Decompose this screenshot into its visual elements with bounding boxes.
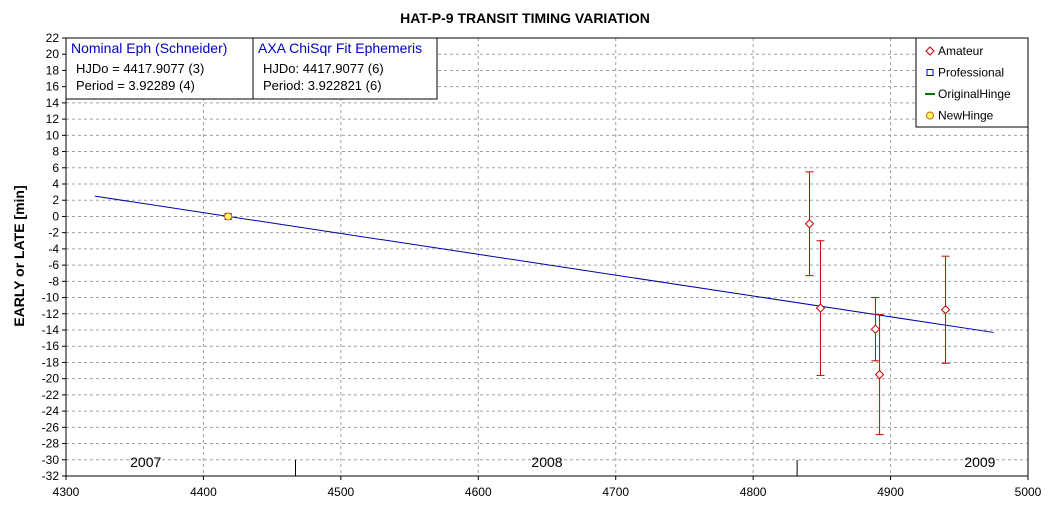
y-tick-label: -18	[42, 355, 60, 369]
y-tick-label: -8	[48, 274, 59, 288]
axes: 2220181614121086420-2-4-6-8-10-12-14-16-…	[42, 31, 1042, 499]
legend-label: NewHinge	[938, 109, 994, 123]
y-tick-label: -32	[42, 469, 60, 483]
x-tick-label: 5000	[1015, 485, 1042, 499]
amateur-point	[870, 324, 881, 334]
year-label: 2008	[531, 454, 562, 470]
legend: Amateur Professional OriginalHinge NewHinge	[915, 37, 1029, 128]
y-tick-label: -30	[42, 453, 60, 467]
y-tick-label: 2	[52, 193, 59, 207]
y-tick-label: -12	[42, 307, 60, 321]
x-tick-label: 4800	[740, 485, 767, 499]
x-tick-label: 4500	[328, 485, 355, 499]
x-tick-label: 4300	[53, 485, 80, 499]
y-tick-label: 18	[46, 63, 60, 77]
plot-border	[65, 37, 1029, 477]
y-tick-label: 0	[52, 209, 59, 223]
y-tick-label: 4	[52, 177, 59, 191]
legend-amateur-marker	[925, 46, 935, 56]
year-label: 2009	[964, 454, 995, 470]
legend-newhinge-marker	[926, 111, 934, 120]
year-label: 2007	[130, 454, 161, 470]
y-tick-label: -2	[48, 226, 59, 240]
y-tick-label: -14	[42, 323, 60, 337]
y-tick-label: -4	[48, 242, 59, 256]
info-box	[252, 37, 438, 100]
amateur-point	[804, 219, 815, 229]
newhinge-point	[224, 212, 233, 221]
info-box-title: Nominal Eph (Schneider)	[71, 40, 227, 56]
y-tick-label: 6	[52, 161, 59, 175]
y-tick-label: -28	[42, 437, 60, 451]
y-tick-label: -26	[42, 420, 60, 434]
info-box-line: HJDo: 4417.9077 (6)	[263, 61, 384, 76]
info-box-title: AXA ChiSqr Fit Ephemeris	[258, 40, 422, 56]
x-tick-label: 4400	[190, 485, 217, 499]
y-tick-label: -10	[42, 291, 60, 305]
y-tick-label: 22	[46, 31, 60, 45]
x-tick-label: 4900	[877, 485, 904, 499]
fit-line	[94, 195, 994, 333]
x-tick-label: 4600	[465, 485, 492, 499]
info-box-line: HJDo = 4417.9077 (3)	[76, 61, 204, 76]
y-tick-label: 8	[52, 145, 59, 159]
y-tick-label: -16	[42, 339, 60, 353]
info-box	[65, 37, 254, 100]
y-tick-label: 14	[46, 96, 60, 110]
legend-label: Professional	[938, 66, 1004, 80]
y-tick-label: -20	[42, 372, 60, 386]
data-points	[224, 171, 951, 436]
amateur-point	[940, 305, 951, 315]
y-tick-label: -22	[42, 388, 60, 402]
x-tick-label: 4700	[602, 485, 629, 499]
y-tick-label: 20	[46, 47, 60, 61]
chart-title: HAT-P-9 TRANSIT TIMING VARIATION	[400, 10, 650, 26]
y-axis-label: EARLY or LATE [min]	[11, 185, 27, 326]
legend-label: OriginalHinge	[938, 87, 1011, 101]
y-tick-label: -6	[48, 258, 59, 272]
legend-label: Amateur	[938, 44, 983, 58]
y-tick-label: 12	[46, 112, 60, 126]
year-markers: 2007 2008 2009	[130, 454, 996, 476]
amateur-point	[815, 303, 826, 313]
info-boxes: Nominal Eph (Schneider) HJDo = 4417.9077 …	[65, 37, 438, 100]
y-tick-label: 10	[46, 128, 60, 142]
plot-area	[66, 38, 1028, 476]
fit-line-group	[94, 195, 994, 333]
info-box-line: Period = 3.92289 (4)	[76, 78, 195, 93]
grid	[66, 38, 1028, 476]
amateur-point	[874, 369, 885, 380]
info-box-line: Period: 3.922821 (6)	[263, 78, 382, 93]
y-tick-label: 16	[46, 80, 60, 94]
legend-box	[915, 37, 1029, 128]
y-tick-label: -24	[42, 404, 60, 418]
legend-professional-marker	[926, 69, 934, 76]
